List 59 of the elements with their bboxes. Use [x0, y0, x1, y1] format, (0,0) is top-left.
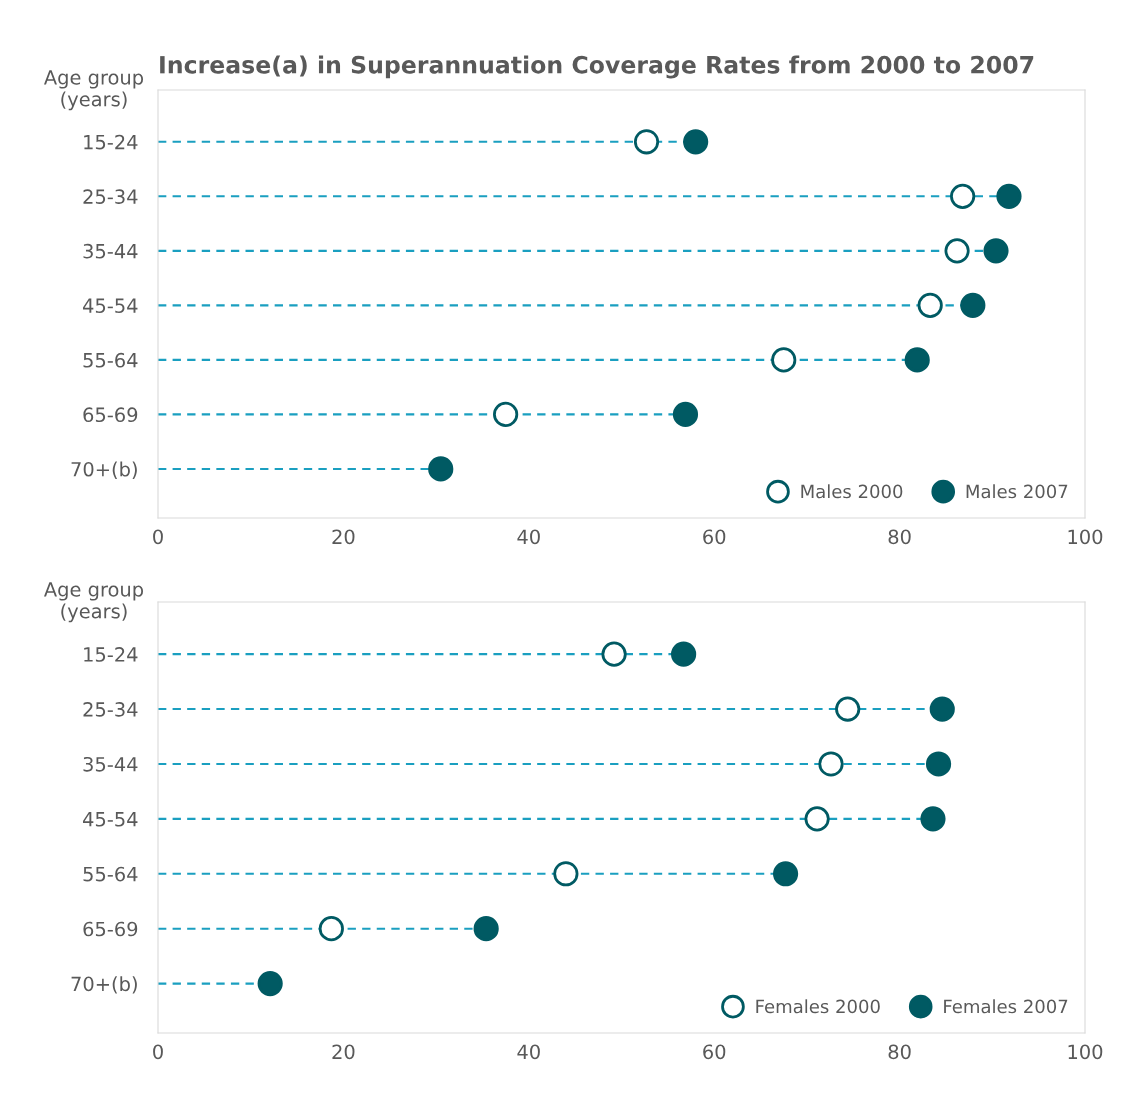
point — [818, 751, 844, 777]
point — [553, 861, 579, 887]
x-tick-label: 20 — [332, 1044, 355, 1060]
point — [996, 183, 1022, 209]
x-tick-label: 80 — [888, 1044, 911, 1060]
point — [428, 456, 454, 482]
y-tick-label: 35-44 — [83, 756, 138, 772]
x-tick-label: 60 — [703, 529, 726, 545]
y-tick-label: 45-54 — [83, 298, 138, 314]
y-tick-label: 15-24 — [84, 647, 138, 662]
y-tick-label: 35-44 — [83, 243, 138, 259]
point — [960, 292, 986, 318]
point — [804, 806, 830, 832]
x-tick-label: 0 — [153, 1044, 163, 1060]
x-tick-label: 40 — [517, 1044, 540, 1060]
point — [771, 347, 797, 373]
chart-title: Increase(a) in Superannuation Coverage Rates from 2000 to 2007 — [160, 55, 1034, 79]
point — [983, 238, 1009, 264]
legend-label: Females 2007 — [944, 999, 1068, 1014]
legend-label: Males 2000 — [801, 484, 903, 499]
x-tick-label: 0 — [153, 529, 163, 545]
y-axis-title: Age group (years) — [43, 70, 144, 111]
point — [944, 238, 970, 264]
point — [257, 971, 283, 997]
y-tick-label: 70+(b) — [71, 976, 137, 994]
y-tick-label: 25-34 — [83, 702, 138, 717]
x-tick-label: 60 — [703, 1044, 726, 1060]
y-tick-label: 45-54 — [83, 812, 138, 827]
point — [920, 806, 946, 832]
y-axis-title: Age group (years) — [43, 582, 144, 623]
y-tick-label: 15-24 — [84, 134, 138, 150]
point — [493, 401, 519, 427]
point — [929, 696, 955, 722]
point — [835, 696, 861, 722]
y-tick-label: 65-69 — [83, 407, 138, 423]
point — [672, 401, 699, 427]
x-tick-label: 40 — [517, 529, 540, 545]
y-tick-label: 70+(b) — [71, 461, 137, 479]
x-tick-label: 100 — [1068, 1044, 1103, 1060]
legend-label: Males 2007 — [966, 484, 1068, 499]
point — [925, 751, 952, 777]
x-tick-label: 100 — [1068, 529, 1103, 545]
y-tick-label: 25-34 — [83, 189, 138, 204]
legend-label: Females 2000 — [756, 999, 880, 1014]
point — [683, 129, 709, 155]
point — [671, 641, 697, 667]
point — [473, 916, 499, 942]
point — [904, 347, 930, 373]
point — [601, 641, 627, 667]
y-tick-label: 55-64 — [83, 352, 138, 368]
y-tick-label: 55-64 — [83, 866, 138, 882]
point — [633, 129, 660, 155]
x-tick-label: 80 — [888, 529, 911, 545]
point — [950, 183, 976, 209]
x-tick-label: 20 — [332, 529, 355, 545]
point — [318, 916, 344, 942]
point — [917, 292, 943, 318]
point — [772, 861, 799, 887]
y-tick-label: 65-69 — [83, 921, 138, 937]
